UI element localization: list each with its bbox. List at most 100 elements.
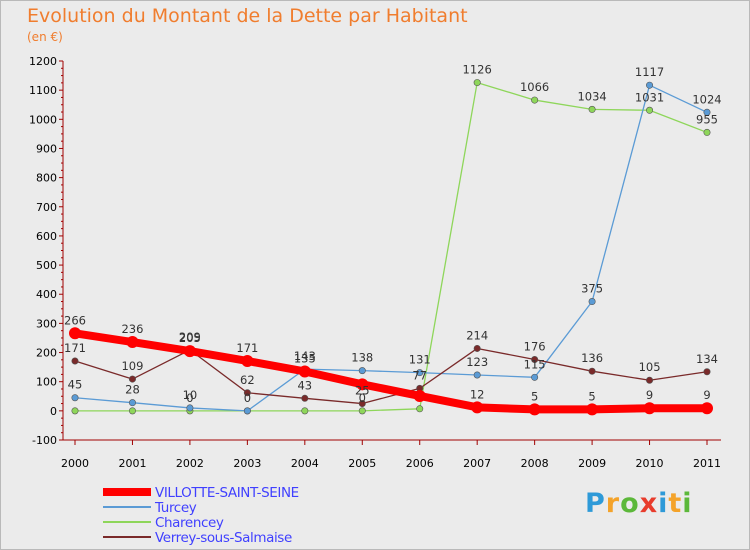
data-point [528, 403, 541, 416]
legend-item: Verrey-sous-Salmaise [101, 530, 361, 546]
series-line-0 [71, 329, 711, 414]
data-point [298, 365, 311, 378]
data-label: 1024 [692, 92, 721, 106]
legend-item: Turcey [101, 500, 361, 516]
x-tick-label: 2007 [463, 457, 491, 470]
series-line-3 [74, 347, 708, 405]
data-label: 134 [696, 352, 718, 366]
data-point [186, 404, 194, 412]
data-point [531, 373, 539, 381]
data-label: 136 [581, 351, 603, 365]
data-label: 176 [524, 340, 546, 354]
y-tick-label: 800 [36, 172, 57, 185]
legend-swatch [103, 506, 151, 508]
data-point [473, 79, 481, 87]
data-point [473, 344, 481, 352]
legend-item: Charencey [101, 515, 361, 531]
y-tick-label: 1200 [29, 55, 57, 68]
data-point [588, 298, 596, 306]
data-label: 955 [696, 112, 718, 126]
data-label: 171 [236, 341, 258, 355]
data-label: 0 [186, 391, 193, 405]
y-tick-label: 100 [36, 376, 57, 389]
x-tick-label: 2010 [636, 457, 664, 470]
data-label: 1031 [635, 90, 664, 104]
legend-label: VILLOTTE-SAINT-SEINE [155, 485, 299, 501]
logo-letter: P [585, 488, 606, 519]
data-point [646, 81, 654, 89]
data-label: 375 [581, 282, 603, 296]
data-label: 266 [64, 313, 86, 327]
data-point [243, 389, 251, 397]
y-tick-label: -100 [32, 434, 57, 447]
y-tick-label: 200 [36, 347, 57, 360]
data-point [128, 399, 136, 407]
data-point [126, 336, 139, 349]
data-label: 1117 [635, 65, 664, 79]
data-point [531, 356, 539, 364]
legend-swatch [103, 488, 151, 496]
data-label: 214 [466, 328, 488, 342]
logo-letter: o [620, 488, 640, 519]
y-tick-label: 1100 [29, 84, 57, 97]
series-line-1 [74, 84, 708, 412]
data-label: 131 [409, 353, 431, 367]
x-tick-label: 2001 [118, 457, 146, 470]
data-label: 0 [359, 391, 366, 405]
data-label: 209 [179, 330, 201, 344]
data-label: 1066 [520, 80, 549, 94]
data-point [301, 407, 309, 415]
data-point [71, 407, 79, 415]
data-point [358, 400, 366, 408]
data-point [473, 371, 481, 379]
data-point [241, 354, 254, 367]
legend-label: Verrey-sous-Salmaise [155, 530, 292, 546]
data-point [643, 402, 656, 415]
data-label: 115 [524, 357, 546, 371]
data-point [531, 96, 539, 104]
data-label: 5 [531, 389, 538, 403]
data-point [356, 378, 369, 391]
x-tick-label: 2005 [348, 457, 376, 470]
data-point [646, 106, 654, 114]
logo-letter: t [668, 488, 683, 519]
legend-swatch [103, 521, 151, 523]
y-tick-label: 400 [36, 288, 57, 301]
y-tick-label: 600 [36, 230, 57, 243]
data-label: 9 [703, 388, 710, 402]
data-label: 105 [639, 360, 661, 374]
y-tick-label: 0 [50, 405, 57, 418]
data-label: 5 [588, 389, 595, 403]
data-point [358, 407, 366, 415]
data-label: 28 [125, 383, 140, 397]
data-label: 25 [355, 384, 370, 398]
data-point [703, 368, 711, 376]
data-point [358, 367, 366, 375]
series-points [69, 79, 713, 416]
data-point [69, 327, 81, 340]
legend: VILLOTTE-SAINT-SEINE Turcey Charencey Verre… [101, 485, 361, 546]
data-label: 43 [297, 378, 312, 392]
data-label: 45 [68, 378, 83, 392]
data-point [416, 369, 424, 377]
y-tick-label: 700 [36, 201, 57, 214]
data-label: 1126 [463, 63, 492, 77]
y-tick-label: 900 [36, 142, 57, 155]
chart-unit: (en €) [27, 30, 63, 44]
axes: -100010020030040050060070080090010001100… [29, 55, 721, 470]
data-label: 236 [121, 322, 143, 336]
legend-label: Charencey [155, 515, 224, 531]
x-tick-label: 2011 [693, 457, 721, 470]
data-label: 1034 [577, 89, 606, 103]
data-label: 109 [121, 359, 143, 373]
data-point [71, 357, 79, 365]
data-point [301, 394, 309, 402]
x-tick-label: 2009 [578, 457, 606, 470]
legend-item: VILLOTTE-SAINT-SEINE [101, 485, 361, 501]
data-point [243, 407, 251, 415]
x-tick-label: 2000 [61, 457, 89, 470]
series-lines [71, 81, 711, 414]
data-point [588, 367, 596, 375]
